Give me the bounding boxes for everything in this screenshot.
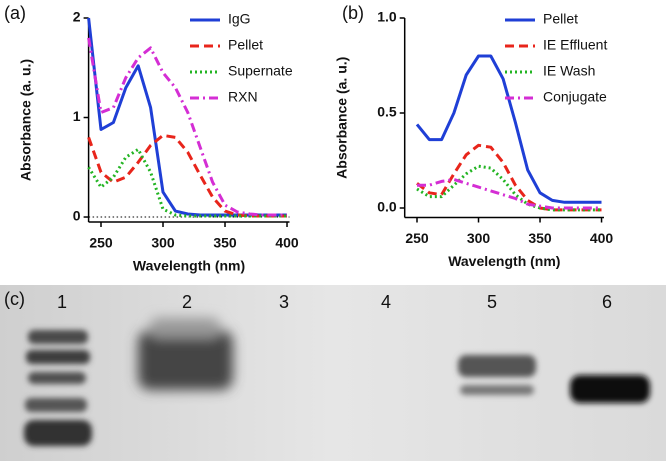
legend-label: IE Effluent bbox=[543, 37, 607, 53]
lane-label: 6 bbox=[602, 292, 612, 312]
legend-label: IgG bbox=[228, 11, 251, 27]
legend-label: Supernate bbox=[228, 63, 293, 79]
data-line bbox=[416, 143, 602, 212]
y-axis-title: Absorbance (a. u.) bbox=[333, 57, 349, 179]
lane-label: 5 bbox=[487, 292, 497, 312]
y-tick-label: 2 bbox=[73, 9, 81, 25]
legend-label: IE Wash bbox=[543, 63, 595, 79]
legend-label: Pellet bbox=[228, 37, 263, 53]
y-tick-label: 0 bbox=[73, 208, 81, 224]
legend-label: Conjugate bbox=[543, 89, 607, 105]
x-tick-label: 350 bbox=[213, 235, 237, 251]
x-tick-label: 250 bbox=[89, 235, 113, 251]
gel-bands bbox=[24, 330, 650, 446]
data-line bbox=[87, 37, 287, 217]
y-axis-title: Absorbance (a. u.) bbox=[17, 59, 33, 181]
x-tick-label: 400 bbox=[590, 230, 614, 246]
lane-label: 4 bbox=[381, 292, 391, 312]
y-tick-label: 1.0 bbox=[377, 9, 397, 25]
lane-label: 1 bbox=[57, 292, 67, 312]
panel-label: (c) bbox=[4, 289, 25, 309]
panel-label: (b) bbox=[342, 3, 364, 23]
gel-smear bbox=[138, 318, 233, 390]
gel-image bbox=[0, 285, 666, 461]
panel-label: (a) bbox=[4, 3, 26, 23]
y-tick-label: 0.0 bbox=[377, 199, 397, 215]
data-line bbox=[416, 164, 602, 212]
x-tick-label: 300 bbox=[151, 235, 175, 251]
legend-label: RXN bbox=[228, 89, 258, 105]
gel-background bbox=[0, 285, 666, 461]
y-tick-label: 0.5 bbox=[377, 104, 397, 120]
data-line bbox=[87, 147, 287, 218]
x-tick-label: 400 bbox=[275, 235, 299, 251]
lane-label: 2 bbox=[182, 292, 192, 312]
data-line bbox=[417, 178, 602, 210]
x-axis-title: Wavelength (nm) bbox=[448, 253, 560, 269]
x-tick-label: 300 bbox=[467, 230, 491, 246]
lane-label: 3 bbox=[279, 292, 289, 312]
x-tick-label: 350 bbox=[528, 230, 552, 246]
x-tick-label: 250 bbox=[405, 230, 429, 246]
y-tick-label: 1 bbox=[73, 108, 81, 124]
data-line bbox=[415, 54, 602, 204]
x-axis-title: Wavelength (nm) bbox=[133, 258, 245, 274]
data-line bbox=[87, 133, 287, 218]
legend-label: Pellet bbox=[543, 11, 578, 27]
